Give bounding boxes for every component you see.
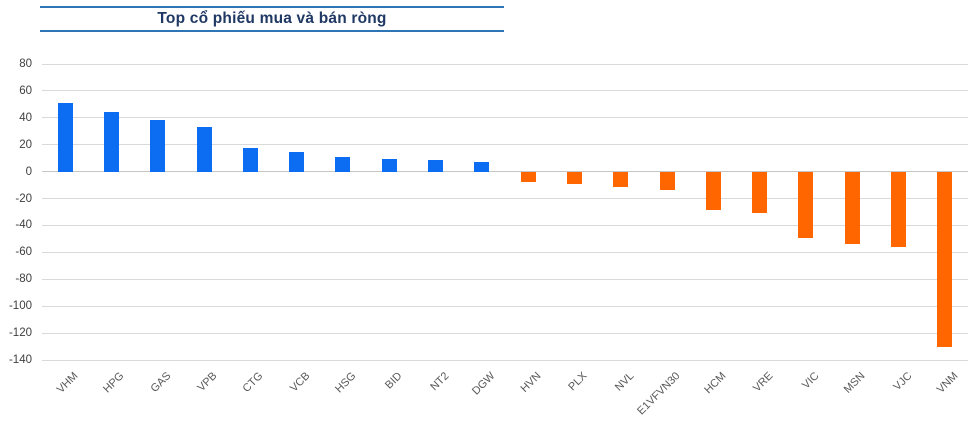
bar-VHM <box>57 103 73 172</box>
gridline <box>42 144 968 146</box>
x-axis-label-CTG: CTG <box>240 370 266 395</box>
y-axis-tick-label: -120 <box>8 327 32 340</box>
gridline <box>42 251 968 253</box>
bar-GAS <box>150 119 166 172</box>
y-axis-tick-label: -80 <box>15 273 32 286</box>
y-axis-tick-label: 80 <box>19 58 32 70</box>
gridline <box>42 117 968 119</box>
x-axis-label-HVN: HVN <box>518 370 544 395</box>
y-axis-tick-label: 20 <box>19 138 32 151</box>
x-axis-label-MSN: MSN <box>841 370 868 396</box>
bar-HSG <box>335 156 351 172</box>
gridline <box>42 359 968 361</box>
bar-DGW <box>474 161 490 172</box>
x-axis-label-NVL: NVL <box>612 370 637 394</box>
bar-E1VFVN30 <box>659 171 675 190</box>
x-axis-label-HCM: HCM <box>702 370 729 397</box>
gridline <box>42 305 968 307</box>
x-axis-label-HPG: HPG <box>101 370 127 396</box>
y-axis-tick-label: -100 <box>8 300 32 313</box>
bar-HPG <box>103 112 119 172</box>
y-axis-tick-label: 60 <box>19 84 32 97</box>
zero-gridline <box>42 171 968 173</box>
bar-VRE <box>752 171 768 214</box>
bar-VIC <box>798 171 814 238</box>
y-axis-tick-label: -60 <box>15 246 32 259</box>
x-axis-label-VHM: VHM <box>54 370 81 396</box>
x-axis-label-VCB: VCB <box>287 370 313 395</box>
bar-HCM <box>705 171 721 210</box>
gridline <box>42 278 968 280</box>
x-axis-label-NT2: NT2 <box>427 370 452 394</box>
x-axis-label-VJC: VJC <box>890 370 915 394</box>
x-axis-label-BID: BID <box>383 370 405 392</box>
bar-VPB <box>196 126 212 172</box>
chart-title-box: Top cổ phiếu mua và bán ròng <box>40 6 504 32</box>
bar-BID <box>381 158 397 172</box>
bar-HVN <box>520 171 536 182</box>
bar-VNM <box>937 171 953 347</box>
y-axis-tick-label: -20 <box>15 192 32 205</box>
y-axis-tick-label: -140 <box>8 354 32 366</box>
y-axis-tick-label: 0 <box>25 165 32 178</box>
x-axis-label-GAS: GAS <box>148 370 174 395</box>
chart-title: Top cổ phiếu mua và bán ròng <box>157 10 387 27</box>
bar-PLX <box>566 171 582 185</box>
bar-MSN <box>844 171 860 244</box>
bar-VJC <box>891 171 907 247</box>
gridline <box>42 224 968 226</box>
gridline <box>42 63 968 65</box>
x-axis-label-PLX: PLX <box>566 370 590 394</box>
bar-NVL <box>613 171 629 188</box>
x-axis-label-VPB: VPB <box>195 370 220 395</box>
x-axis-label-VIC: VIC <box>799 370 822 392</box>
x-axis-label-VRE: VRE <box>750 370 776 395</box>
x-axis-label-VNM: VNM <box>934 370 961 396</box>
x-axis-label-E1VFVN30: E1VFVN30 <box>635 370 683 418</box>
gridline <box>42 332 968 334</box>
gridline <box>42 90 968 92</box>
bar-CTG <box>242 148 258 172</box>
bar-VCB <box>289 152 305 172</box>
y-axis-tick-label: 40 <box>19 111 32 124</box>
y-axis-tick-label: -40 <box>15 219 32 232</box>
x-axis-label-DGW: DGW <box>469 370 498 398</box>
x-axis-label-HSG: HSG <box>333 370 359 396</box>
bar-NT2 <box>428 160 444 172</box>
gridline <box>42 198 968 200</box>
